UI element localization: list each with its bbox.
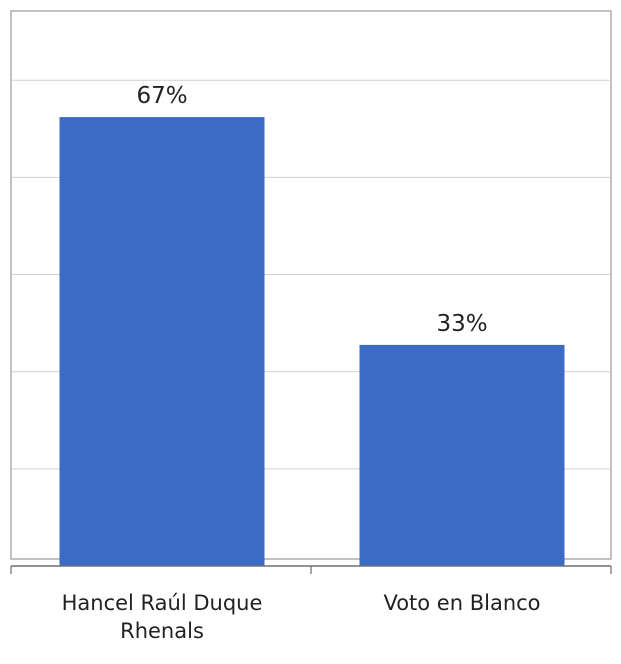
category-label-line: Hancel Raúl Duque bbox=[62, 591, 263, 615]
bar bbox=[59, 117, 265, 566]
data-label: 33% bbox=[436, 311, 487, 337]
category-label-line: Voto en Blanco bbox=[383, 591, 540, 615]
data-label: 67% bbox=[136, 83, 187, 109]
x-axis: Hancel Raúl Duque Rhenals Voto en Blanco bbox=[10, 565, 612, 643]
category-label: Hancel Raúl Duque Rhenals bbox=[62, 591, 263, 643]
data-labels: 67% 33% bbox=[136, 83, 487, 337]
bars bbox=[59, 117, 565, 566]
bar bbox=[359, 344, 565, 566]
category-label-line: Rhenals bbox=[120, 619, 204, 643]
category-label: Voto en Blanco bbox=[383, 591, 540, 615]
plot-border bbox=[10, 10, 612, 560]
